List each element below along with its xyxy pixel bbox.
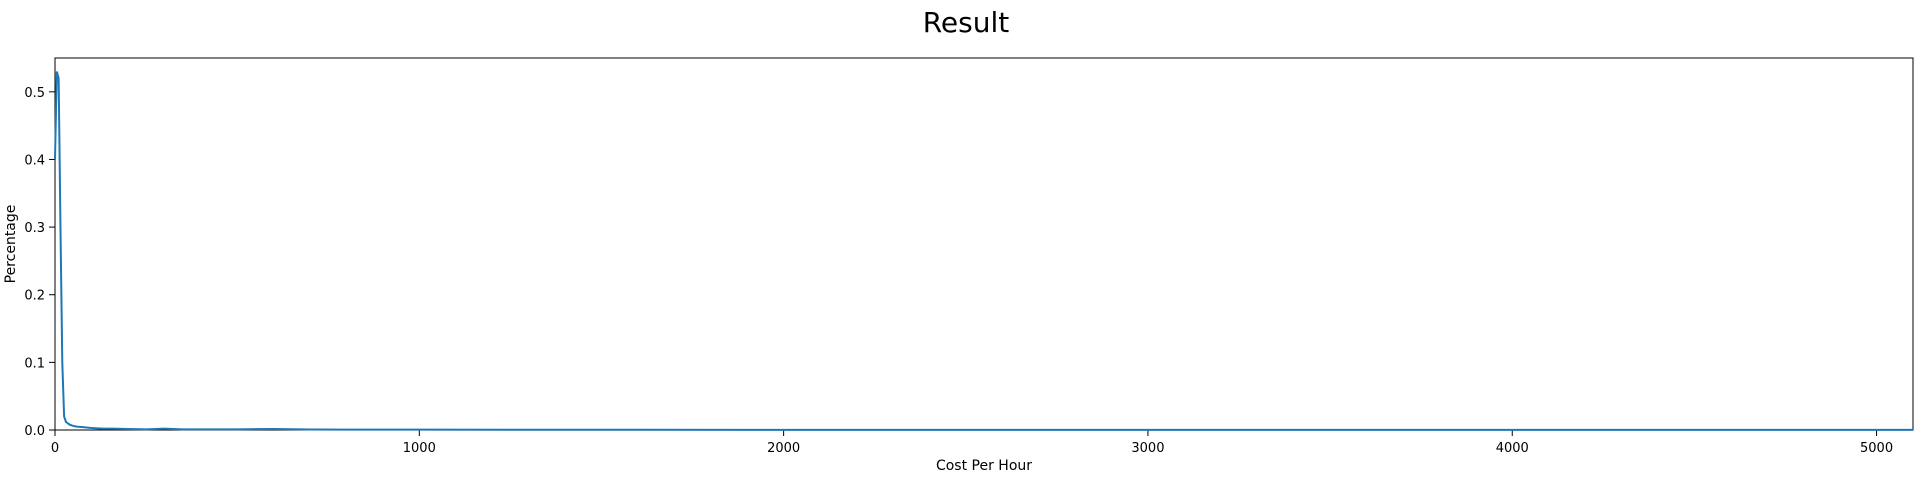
chart-title: Result — [923, 6, 1010, 39]
x-tick-label: 1000 — [403, 441, 436, 456]
y-tick-label: 0.1 — [24, 356, 45, 371]
x-axis: 0 1000 2000 3000 4000 5000 — [51, 430, 1893, 456]
y-tick-label: 0.0 — [24, 424, 45, 439]
x-tick-label: 0 — [51, 441, 59, 456]
y-tick-label: 0.3 — [24, 221, 45, 236]
x-tick-label: 4000 — [1496, 441, 1529, 456]
y-tick-label: 0.2 — [24, 289, 45, 304]
x-axis-label: Cost Per Hour — [936, 458, 1032, 474]
x-tick-label: 3000 — [1131, 441, 1164, 456]
series-line — [54, 71, 1913, 431]
y-tick-label: 0.5 — [24, 86, 45, 101]
y-tick-label: 0.4 — [24, 153, 45, 168]
y-axis: 0.0 0.1 0.2 0.3 0.4 0.5 — [24, 86, 55, 439]
x-tick-label: 5000 — [1860, 441, 1893, 456]
y-axis-label: Percentage — [3, 205, 19, 284]
plot-frame — [54, 57, 1914, 431]
x-tick-label: 2000 — [767, 441, 800, 456]
